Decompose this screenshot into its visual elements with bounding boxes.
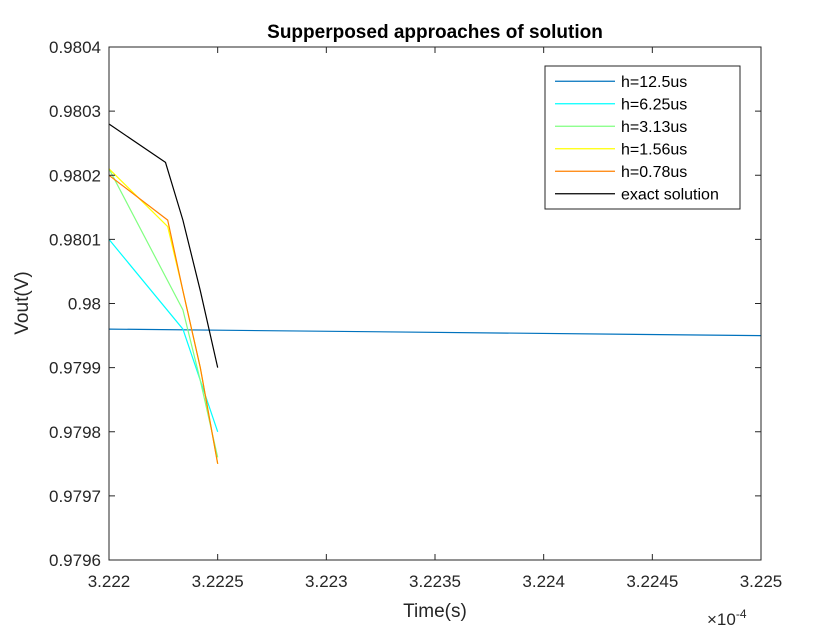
legend-item: h=0.78us: [555, 164, 687, 181]
y-tick-label: 0.9802: [49, 166, 101, 185]
x-exponent-power: -4: [736, 607, 747, 621]
y-tick-label: 0.9801: [49, 230, 101, 249]
x-tick-label: 3.2235: [409, 572, 461, 591]
legend-item: h=6.25us: [555, 96, 687, 113]
x-tick-label: 3.224: [522, 572, 565, 591]
y-tick-label: 0.9797: [49, 487, 101, 506]
legend: h=12.5us h=6.25us h=3.13us h=1.56us h=0.78us…: [544, 65, 741, 210]
series-layer: [108, 123, 762, 464]
y-tick-label: 0.9804: [49, 38, 101, 57]
chart-title: Supperposed approaches of solution: [267, 22, 603, 43]
legend-label: h=12.5us: [621, 74, 687, 91]
legend-item: h=3.13us: [555, 119, 687, 136]
legend-box: [544, 65, 741, 210]
x-tick-label: 3.2245: [626, 572, 678, 591]
series-line-1: [108, 328, 762, 337]
y-tick-label: 0.9796: [49, 551, 101, 570]
legend-item: h=1.56us: [555, 141, 687, 158]
y-tick-label: 0.98: [68, 295, 101, 314]
series-line-5: [108, 174, 219, 464]
legend-label: h=6.25us: [621, 96, 687, 113]
legend-item: exact solution: [555, 186, 719, 203]
x-exponent-base: ×10: [707, 610, 736, 629]
x-tick-label: 3.223: [305, 572, 348, 591]
x-tick-label: 3.225: [740, 572, 783, 591]
legend-item: h=12.5us: [555, 74, 687, 91]
axes-layer: 3.222 3.2225 3.223 3.2235 3.224 3.2245 3.225 0.…: [49, 38, 782, 591]
legend-label: h=1.56us: [621, 141, 687, 158]
x-axis-label: Time(s): [403, 601, 467, 622]
series-line-6: [108, 123, 219, 368]
x-axis-exponent: ×10-4: [707, 607, 747, 629]
y-tick-label: 0.9798: [49, 423, 101, 442]
legend-label: h=0.78us: [621, 164, 687, 181]
x-tick-label: 3.222: [88, 572, 131, 591]
y-axis-label: Vout(V): [12, 271, 33, 334]
y-tick-label: 0.9803: [49, 102, 101, 121]
legend-label: h=3.13us: [621, 119, 687, 136]
legend-label: exact solution: [621, 186, 719, 203]
x-tick-label: 3.2225: [192, 572, 244, 591]
y-tick-label: 0.9799: [49, 359, 101, 378]
